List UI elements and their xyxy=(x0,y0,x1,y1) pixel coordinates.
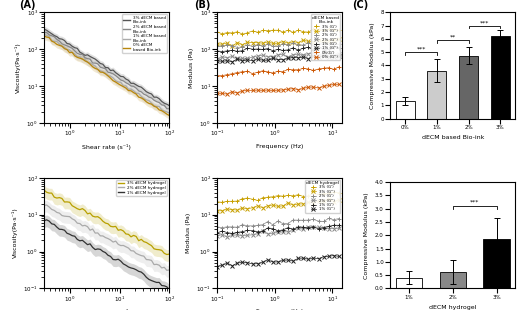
Legend: 3% (G'), 3% (G''), 2% (G'), 2% (G''), 1% (G'), 1% (G''), 0%(G'), 0% (G''): 3% (G'), 3% (G''), 2% (G'), 2% (G''), 1%… xyxy=(311,14,340,60)
Text: ***: *** xyxy=(416,47,426,52)
Bar xyxy=(427,71,447,118)
Bar xyxy=(483,239,510,288)
X-axis label: Shear rate (s⁻¹): Shear rate (s⁻¹) xyxy=(82,309,131,310)
Legend: 3% (G'), 3% (G''), 2% (G'), 2% (G''), 1% (G'), 1% (G''): 3% (G'), 3% (G''), 2% (G'), 2% (G''), 1%… xyxy=(305,180,340,213)
Text: (A): (A) xyxy=(19,0,35,10)
X-axis label: Frequency (Hz): Frequency (Hz) xyxy=(256,144,304,149)
X-axis label: dECM hydrogel: dECM hydrogel xyxy=(429,305,477,310)
Text: ***: *** xyxy=(470,200,479,205)
Y-axis label: Modulus (Pa): Modulus (Pa) xyxy=(186,213,191,253)
Y-axis label: Compressive Modulus (kPa): Compressive Modulus (kPa) xyxy=(365,192,369,279)
Y-axis label: Viscosity(Pa·s⁻¹): Viscosity(Pa·s⁻¹) xyxy=(12,208,18,259)
Bar xyxy=(459,55,478,118)
Text: **: ** xyxy=(450,35,456,40)
Bar xyxy=(440,272,466,288)
Bar xyxy=(396,278,422,288)
Legend: 3% dECM based
Bio-ink, 2% dECM based
Bio-ink, 1% dECM based
Bio-ink, 0% dECM
bas: 3% dECM based Bio-ink, 2% dECM based Bio… xyxy=(122,15,167,53)
X-axis label: Shear rate (s⁻¹): Shear rate (s⁻¹) xyxy=(82,144,131,150)
X-axis label: dECM based Bio-ink: dECM based Bio-ink xyxy=(422,135,484,140)
Text: (B): (B) xyxy=(194,0,211,10)
Text: (C): (C) xyxy=(352,0,369,10)
X-axis label: Frequency (Hz): Frequency (Hz) xyxy=(256,309,304,310)
Y-axis label: Viscosity(Pa·s⁻¹): Viscosity(Pa·s⁻¹) xyxy=(15,42,21,93)
Bar xyxy=(396,101,415,118)
Legend: 3% dECM hydrogel, 2% dECM hydrogel, 1% dECM hydrogel: 3% dECM hydrogel, 2% dECM hydrogel, 1% d… xyxy=(117,180,167,196)
Text: ***: *** xyxy=(480,20,489,25)
Y-axis label: Compressive Modulus (kPa): Compressive Modulus (kPa) xyxy=(370,22,375,109)
Y-axis label: Modulus (Pa): Modulus (Pa) xyxy=(189,47,194,88)
Bar xyxy=(491,36,510,118)
